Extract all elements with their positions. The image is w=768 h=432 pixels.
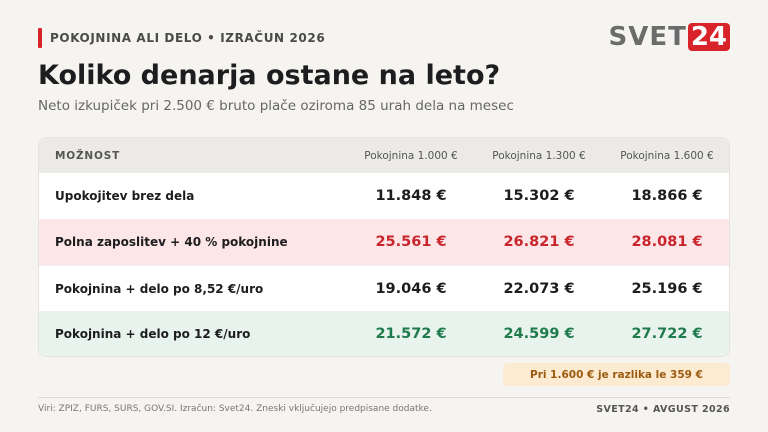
row-label: Upokojitev brez dela: [55, 189, 195, 203]
logo-text: SVET: [608, 22, 687, 52]
divider: [38, 397, 730, 398]
value-cell: 18.866 €: [631, 188, 703, 204]
value-cell: 22.073 €: [503, 281, 575, 297]
logo: SVET 24: [608, 22, 730, 52]
column-header: Pokojnina 1.000 €: [364, 149, 458, 162]
title: Koliko denarja ostane na leto?: [38, 60, 501, 91]
value-cell: 27.722 €: [631, 326, 703, 342]
row-label: Pokojnina + delo po 12 €/uro: [55, 327, 251, 341]
table: MOŽNOST Pokojnina 1.000 € Pokojnina 1.30…: [38, 137, 730, 357]
value-cell: 24.599 €: [503, 326, 575, 342]
kicker-bar: [38, 28, 42, 48]
value-cell: 26.821 €: [503, 234, 575, 250]
table-row: Upokojitev brez dela 11.848 € 15.302 € 18.8…: [39, 173, 729, 219]
column-header: Pokojnina 1.600 €: [620, 149, 714, 162]
value-cell: 15.302 €: [503, 188, 575, 204]
row-label: Pokojnina + delo po 8,52 €/uro: [55, 282, 264, 296]
table-row: Polna zaposlitev + 40 % pokojnine 25.561 …: [39, 219, 729, 265]
logo-badge: 24: [687, 23, 730, 51]
source: Viri: ZPIZ, FURS, SURS, GOV.SI. Izračun:…: [38, 404, 432, 414]
column-header: MOŽNOST: [55, 149, 121, 162]
subtitle: Neto izkupiček pri 2.500 € bruto plače o…: [38, 98, 514, 114]
value-cell: 25.561 €: [375, 234, 447, 250]
value-cell: 28.081 €: [631, 234, 703, 250]
kicker: POKOJNINA ALI DELO • IZRAČUN 2026: [50, 31, 326, 45]
row-label: Polna zaposlitev + 40 % pokojnine: [55, 235, 288, 249]
column-header: Pokojnina 1.300 €: [492, 149, 586, 162]
credit: SVET24 • AVGUST 2026: [596, 404, 730, 415]
value-cell: 21.572 €: [375, 326, 447, 342]
value-cell: 19.046 €: [375, 281, 447, 297]
table-row: Pokojnina + delo po 8,52 €/uro 19.046 € 22…: [39, 265, 729, 312]
value-cell: 25.196 €: [631, 281, 703, 297]
note: Pri 1.600 € je razlika le 359 €: [503, 363, 730, 386]
value-cell: 11.848 €: [375, 188, 447, 204]
table-header: MOŽNOST Pokojnina 1.000 € Pokojnina 1.30…: [39, 138, 729, 173]
table-row: Pokojnina + delo po 12 €/uro 21.572 € 24.5…: [39, 311, 729, 356]
